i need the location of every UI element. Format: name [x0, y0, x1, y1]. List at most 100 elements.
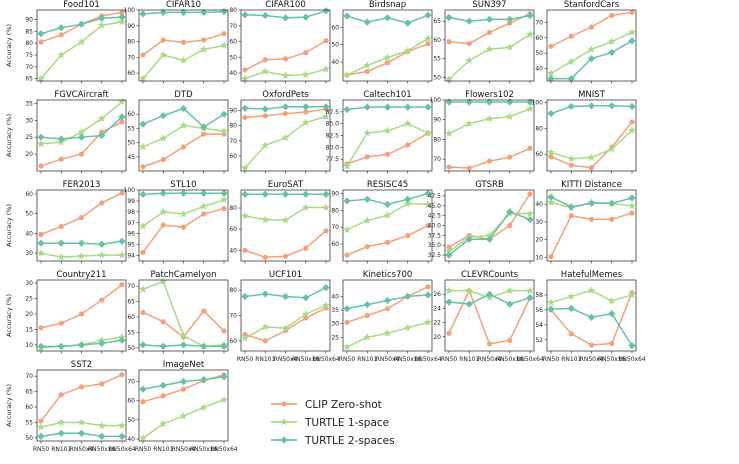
x-tick-label: RN50x4 [172, 446, 196, 453]
data-point [322, 284, 330, 292]
y-tick-label: 40 [229, 247, 237, 254]
y-tick-label: 25 [25, 296, 33, 303]
data-point [97, 114, 106, 122]
y-tick-label: 22 [433, 320, 441, 327]
series-clip [140, 31, 227, 58]
data-point [363, 103, 371, 111]
series-line [244, 230, 327, 259]
y-tick-label: 80 [127, 39, 135, 46]
y-tick-label: 30 [331, 321, 339, 328]
data-point [343, 12, 351, 20]
series-line [448, 147, 531, 169]
data-point [58, 392, 64, 398]
x-tick-label: RN101 [357, 356, 377, 363]
data-point [587, 153, 596, 161]
plot-frame [36, 189, 127, 262]
legend-label: TURTLE 2-spaces [304, 435, 395, 447]
y-tick-label: 15 [25, 326, 33, 333]
y-tick-label: 82.5 [326, 133, 340, 140]
series-t2 [37, 336, 126, 350]
data-point [363, 18, 371, 26]
data-point [323, 228, 329, 234]
data-point [363, 333, 372, 341]
data-point [527, 191, 533, 197]
data-point [118, 237, 126, 245]
data-point [282, 56, 289, 62]
data-point [568, 162, 574, 168]
subplot-title: UCF101 [269, 270, 302, 280]
series-t2 [241, 103, 330, 113]
y-tick-label: 47.5 [428, 193, 442, 200]
data-point [485, 290, 494, 298]
y-tick-label: 80 [331, 207, 339, 214]
data-point [99, 381, 105, 387]
data-point [77, 20, 86, 28]
y-tick-label: 37.5 [428, 232, 442, 239]
data-point [301, 70, 310, 79]
data-point [199, 45, 208, 53]
data-point [526, 215, 534, 224]
data-point [465, 56, 474, 64]
y-tick-label: 40 [535, 66, 543, 73]
series-t1 [343, 318, 432, 351]
series-line [346, 286, 429, 324]
data-point [139, 190, 147, 198]
subplot-title: DTD [174, 90, 193, 100]
subplot-title: EuroSAT [268, 180, 304, 190]
subplot-title: CIFAR10 [166, 0, 201, 10]
data-point [465, 286, 474, 295]
subplot-title: CIFAR100 [265, 0, 306, 10]
data-point [220, 373, 228, 381]
data-point [160, 37, 166, 43]
data-point [322, 301, 330, 309]
data-point [322, 203, 330, 211]
y-tick-label: 65 [25, 389, 33, 396]
series-clip [344, 222, 431, 258]
subplot-food101: Food101 65 70 75 80 85 90 Accuracy (%) [5, 0, 127, 84]
y-axis-label: Accuracy (%) [5, 294, 13, 337]
data-point [58, 32, 64, 38]
data-point [587, 45, 596, 53]
data-point [242, 67, 248, 73]
data-point [140, 52, 146, 58]
y-tick-label: 70 [25, 64, 33, 71]
legend-marker [281, 401, 287, 407]
series-t2 [139, 341, 228, 350]
data-point [628, 28, 636, 36]
data-point [119, 282, 125, 288]
data-point [465, 17, 473, 25]
y-tick-label: 35.0 [428, 242, 442, 249]
series-line [550, 31, 633, 74]
data-point [486, 158, 493, 164]
data-point [322, 103, 330, 111]
plot-frame [546, 279, 637, 352]
data-point [506, 15, 514, 23]
y-tick-label: 65 [127, 299, 135, 306]
subplot-title: PatchCamelyon [151, 270, 217, 280]
data-point [282, 110, 289, 117]
series-t2 [37, 113, 126, 143]
plot-frame [342, 279, 433, 352]
series-t2 [547, 37, 636, 83]
data-point [221, 205, 227, 212]
data-point [242, 247, 248, 254]
data-point [241, 104, 249, 112]
data-point [322, 64, 330, 73]
data-point [159, 189, 167, 197]
legend: CLIP Zero-shot TURTLE 1-space TURTLE 2-spa… [271, 399, 395, 447]
plot-frame [138, 369, 229, 442]
data-point [547, 148, 555, 156]
data-point [38, 325, 44, 331]
series-t1 [547, 28, 636, 77]
x-tick-label: RN50 [135, 446, 151, 453]
y-tick-label: 100 [532, 100, 544, 107]
data-point [78, 311, 85, 317]
data-point [261, 190, 269, 198]
y-tick-label: 20 [535, 237, 543, 244]
data-point [139, 385, 147, 393]
y-tick-label: 75 [25, 52, 33, 59]
data-point [445, 298, 453, 306]
data-point [303, 50, 309, 56]
subplot-gtsrb: GTSRB 32.5 35.0 37.5 40.0 42.5 45.0 47.5 [428, 180, 535, 264]
data-point [179, 8, 188, 16]
